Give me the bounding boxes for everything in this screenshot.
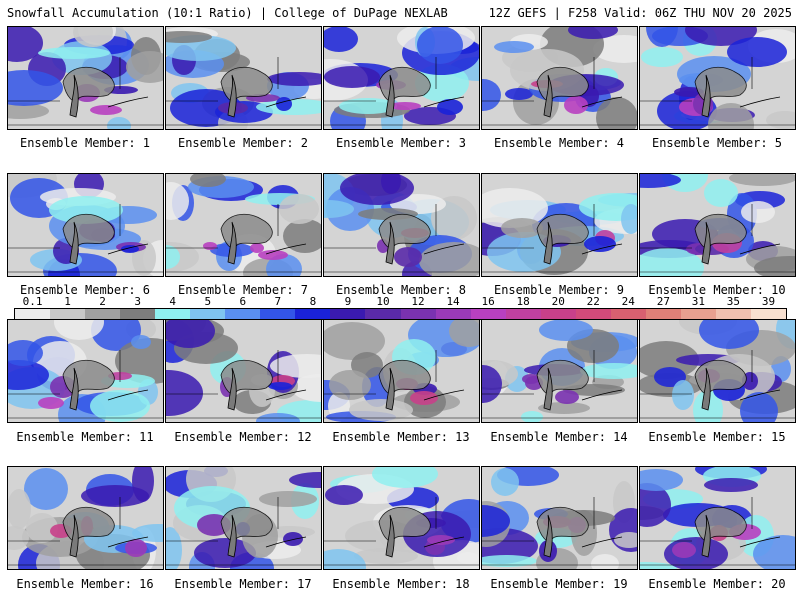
member-label-16: Ensemble Member: 16 [16,577,154,591]
member-label-1: Ensemble Member: 1 [19,136,151,150]
member-label-14: Ensemble Member: 14 [490,430,628,444]
member-map-5 [639,26,796,130]
colorbar-tick-label: 22 [586,295,600,308]
page-title: Snowfall Accumulation (10:1 Ratio) | Col… [7,6,448,20]
colorbar-tick-label: 39 [761,295,776,308]
colorbar-swatch-11 [400,309,436,319]
member-label-15: Ensemble Member: 15 [648,430,786,444]
colorbar-tick-label: 3 [134,295,141,308]
colorbar-swatch-5 [190,309,226,319]
colorbar-tick-label: 0.1 [22,295,43,308]
colorbar-tick-label: 12 [411,295,425,308]
member-label-18: Ensemble Member: 18 [332,577,470,591]
colorbar-tick-label: 24 [621,295,635,308]
member-map-18 [323,466,480,570]
member-label-17: Ensemble Member: 17 [174,577,312,591]
colorbar-tick-label: 14 [446,295,460,308]
colorbar-tick-label: 9 [344,295,352,308]
member-map-7 [165,173,322,277]
colorbar-tick-label: 20 [551,295,565,308]
member-label-13: Ensemble Member: 13 [332,430,470,444]
member-map-15 [639,319,796,423]
colorbar-swatch-19 [680,309,716,319]
member-label-7: Ensemble Member: 7 [177,283,309,297]
colorbar-swatch-12 [435,309,471,319]
colorbar-swatch-7 [260,309,296,319]
member-map-9 [481,173,638,277]
member-map-3 [323,26,480,130]
colorbar-swatch-21 [750,309,787,319]
colorbar-tick-label: 35 [726,295,741,308]
member-label-4: Ensemble Member: 4 [493,136,625,150]
colorbar-swatch-1 [50,309,86,319]
model-run-info: 12Z GEFS | F258 Valid: 06Z THU NOV 20 20… [488,6,792,20]
colorbar-swatch-10 [365,309,401,319]
colorbar-tick-label: 16 [481,295,495,308]
colorbar-tick-label: 27 [656,295,670,308]
colorbar-tick-label: 8 [309,295,317,308]
member-map-11 [7,319,164,423]
colorbar-swatch-18 [645,309,681,319]
member-map-6 [7,173,164,277]
colorbar-swatch-17 [610,309,646,319]
member-label-2: Ensemble Member: 2 [177,136,309,150]
member-map-19 [481,466,638,570]
colorbar-swatch-14 [505,309,541,319]
snowfall-colorbar [14,308,787,320]
colorbar-swatch-15 [540,309,576,319]
member-label-8: Ensemble Member: 8 [335,283,467,297]
colorbar-swatch-9 [330,309,366,319]
member-map-14 [481,319,638,423]
member-label-20: Ensemble Member: 20 [648,577,786,591]
member-map-10 [639,173,796,277]
member-label-3: Ensemble Member: 3 [335,136,467,150]
colorbar-swatch-20 [715,309,751,319]
colorbar-tick-label: 10 [376,295,390,308]
member-map-2 [165,26,322,130]
colorbar-tick-label: 5 [204,295,212,308]
member-map-20 [639,466,796,570]
member-map-16 [7,466,164,570]
colorbar-swatch-2 [85,309,121,319]
colorbar-swatch-16 [575,309,611,319]
member-map-8 [323,173,480,277]
member-label-6: Ensemble Member: 6 [19,283,151,297]
colorbar-tick-label: 7 [274,295,282,308]
colorbar-swatch-4 [155,309,191,319]
member-label-9: Ensemble Member: 9 [493,283,625,297]
member-map-4 [481,26,638,130]
member-map-1 [7,26,164,130]
member-label-19: Ensemble Member: 19 [490,577,628,591]
colorbar-tick-label: 1 [64,295,71,308]
colorbar-tick-label: 18 [516,295,530,308]
member-label-10: Ensemble Member: 10 [648,283,786,297]
member-label-12: Ensemble Member: 12 [174,430,312,444]
colorbar-swatch-6 [225,309,261,319]
colorbar-tick-label: 4 [169,295,177,308]
colorbar-tick-label: 31 [691,295,705,308]
colorbar-swatch-13 [470,309,506,319]
colorbar-swatch-8 [295,309,331,319]
colorbar-swatch-3 [120,309,156,319]
colorbar-tick-label: 2 [99,295,106,308]
member-map-12 [165,319,322,423]
member-map-17 [165,466,322,570]
member-label-5: Ensemble Member: 5 [651,136,783,150]
member-map-13 [323,319,480,423]
member-label-11: Ensemble Member: 11 [16,430,154,444]
colorbar-swatch-0 [15,309,51,319]
colorbar-tick-label: 6 [239,295,247,308]
